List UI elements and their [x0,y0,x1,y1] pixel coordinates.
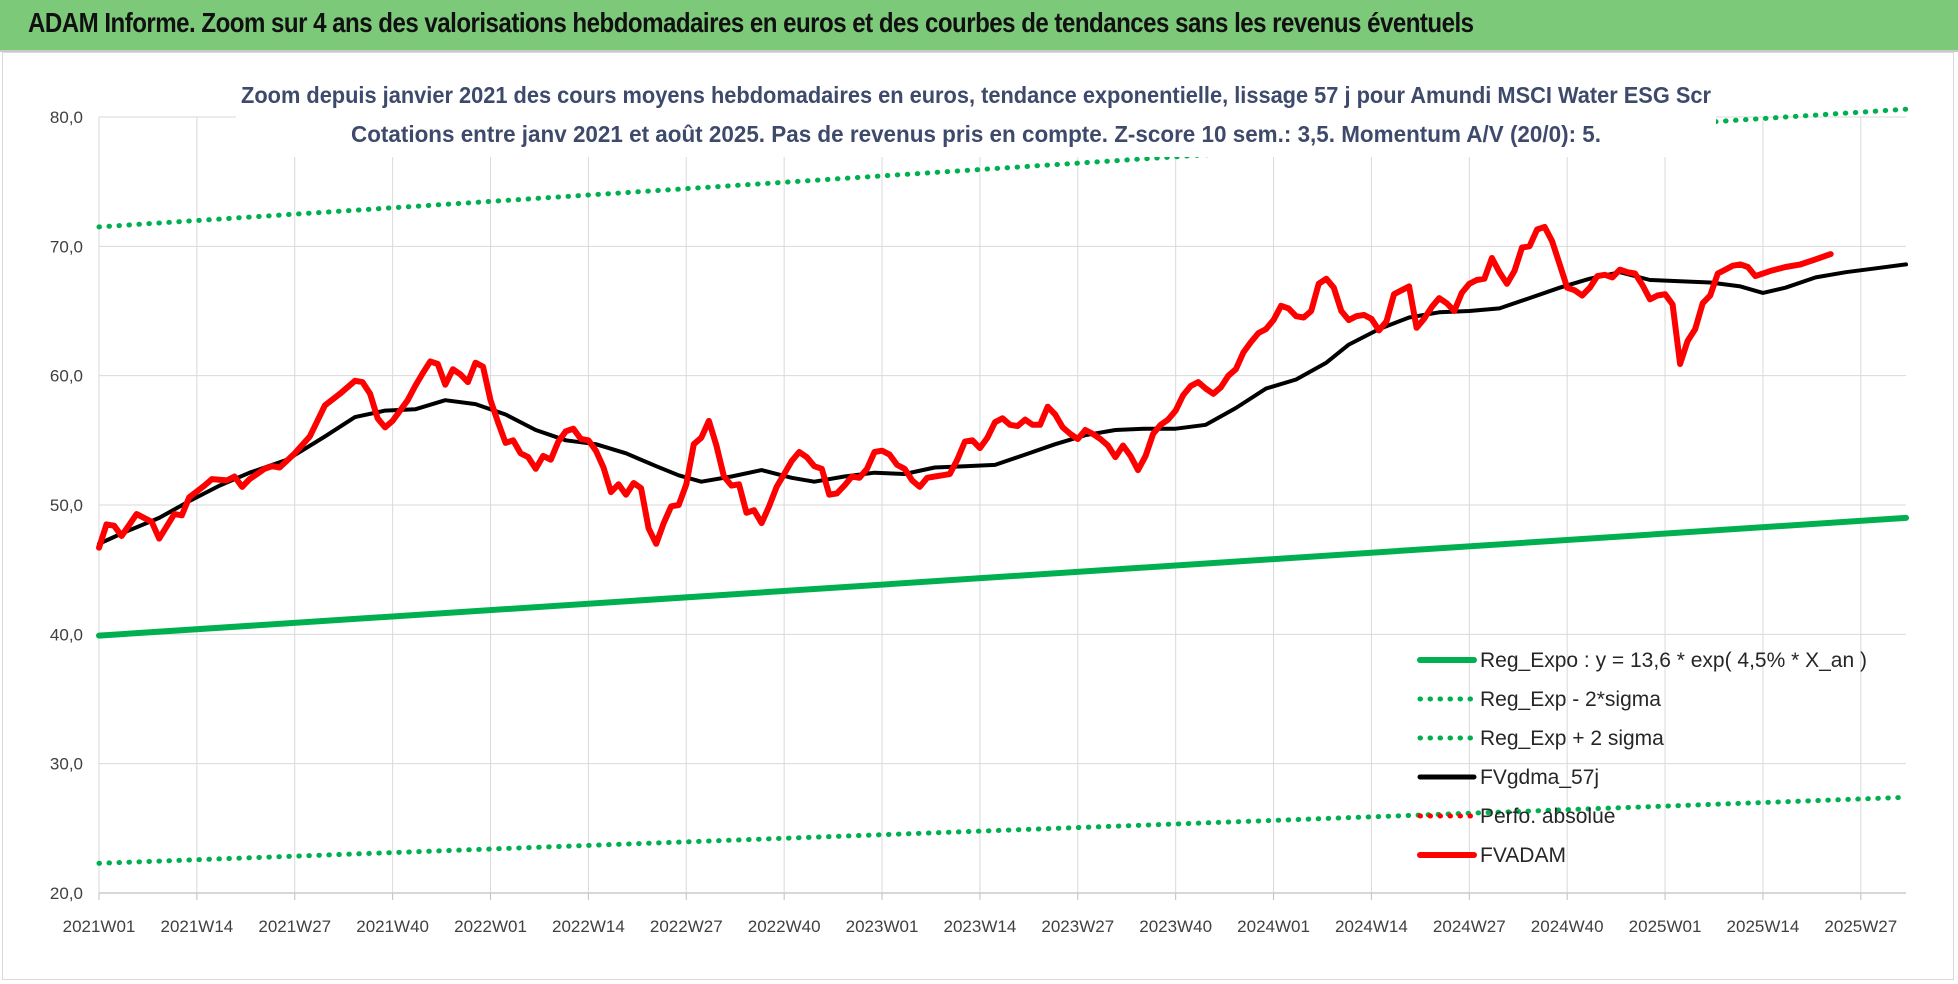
x-tick-label: 2025W14 [1727,917,1800,936]
chart-title-line1: Zoom depuis janvier 2021 des cours moyen… [241,82,1711,108]
x-tick-label: 2022W40 [748,917,821,936]
y-tick-label: 30,0 [50,755,83,774]
series-line [97,262,1908,546]
y-tick-label: 40,0 [50,625,83,644]
legend-label: Reg_Expo : y = 13,6 * exp( 4,5% * X_an ) [1480,649,1867,672]
x-tick-label: 2024W01 [1237,917,1310,936]
banner-title: ADAM Informe. Zoom sur 4 ans des valoris… [28,7,1474,38]
legend-label: Perfo. absolue [1480,805,1615,828]
y-axis-ticks: 20,0 30,0 40,0 50,0 60,0 70,0 80,0 [50,108,83,903]
legend-label: FVgdma_57j [1480,766,1599,789]
x-tick-label: 2023W14 [944,917,1017,936]
chart-title-line2: Cotations entre janv 2021 et août 2025. … [351,121,1601,147]
series-lines [96,106,1909,866]
x-tick-label: 2021W14 [160,917,233,936]
legend-label: FVADAM [1480,844,1566,867]
gridlines [98,116,1906,900]
legend: Reg_Expo : y = 13,6 * exp( 4,5% * X_an )… [1417,649,1867,867]
series-line [96,223,1834,551]
y-tick-label: 20,0 [50,884,83,903]
x-tick-label: 2023W40 [1139,917,1212,936]
y-tick-label: 70,0 [50,237,83,256]
x-tick-label: 2025W01 [1629,917,1702,936]
y-tick-label: 50,0 [50,496,83,515]
x-tick-label: 2025W27 [1824,917,1897,936]
x-axis-ticks: 2021W01 2021W14 2021W27 2021W40 2022W01 2022W… [63,917,1898,936]
title-background [236,75,1716,157]
y-tick-label: 60,0 [50,367,83,386]
x-tick-label: 2022W14 [552,917,625,936]
y-tick-label: 80,0 [50,108,83,127]
legend-label: Reg_Exp - 2*sigma [1480,688,1661,711]
x-tick-label: 2023W01 [846,917,919,936]
legend-label: Reg_Exp + 2 sigma [1480,727,1664,750]
x-tick-label: 2024W27 [1433,917,1506,936]
x-tick-label: 2024W14 [1335,917,1408,936]
chart-frame [2,52,1954,980]
x-tick-label: 2022W27 [650,917,723,936]
x-tick-label: 2021W27 [258,917,331,936]
x-tick-label: 2023W27 [1041,917,1114,936]
series-line [96,514,1909,639]
x-tick-label: 2024W40 [1531,917,1604,936]
banner: ADAM Informe. Zoom sur 4 ans des valoris… [0,0,1958,52]
x-tick-label: 2021W40 [356,917,429,936]
x-tick-label: 2022W01 [454,917,527,936]
x-tick-label: 2021W01 [63,917,136,936]
series-line [96,794,1909,866]
